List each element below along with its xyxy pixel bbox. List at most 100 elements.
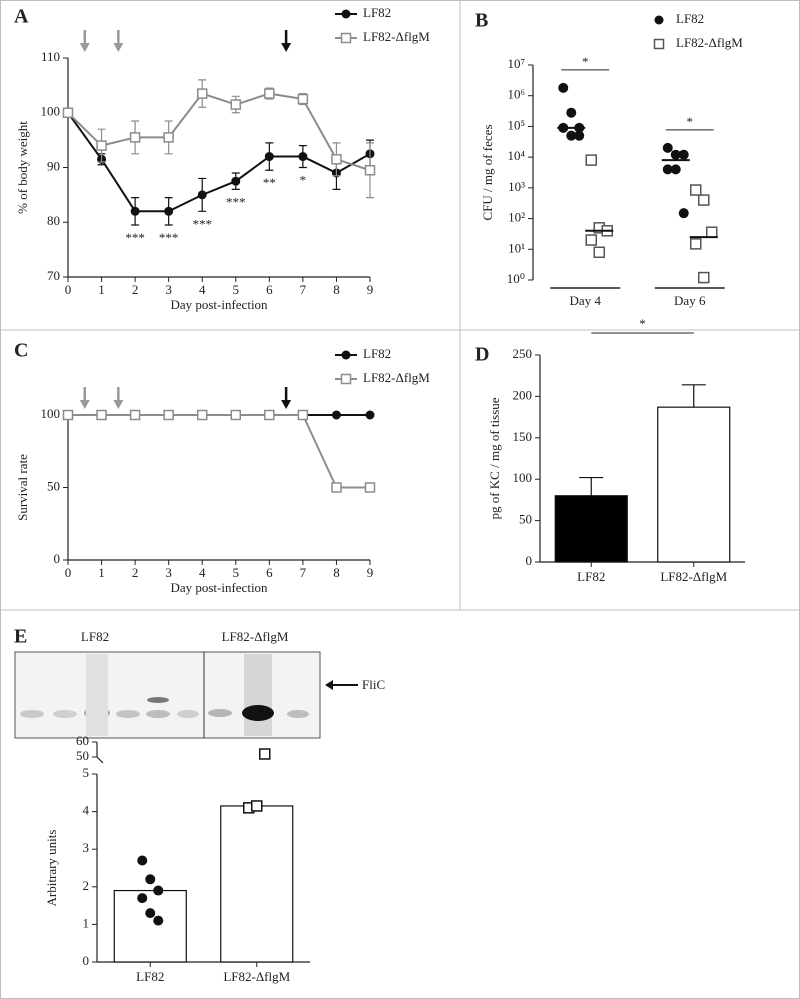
marker xyxy=(331,410,341,420)
x-tick-label: 1 xyxy=(98,282,105,297)
marker xyxy=(662,164,673,175)
bar xyxy=(113,889,187,963)
marker xyxy=(251,800,263,812)
marker xyxy=(163,409,174,421)
marker xyxy=(137,855,148,866)
y-tick-label: 10³ xyxy=(508,179,525,194)
y-tick-label: 100 xyxy=(513,470,533,485)
blot-group-label: LF82 xyxy=(81,629,109,644)
x-tick-label: 9 xyxy=(367,282,374,297)
marker xyxy=(264,409,275,421)
arrow-head xyxy=(281,400,292,409)
arrow xyxy=(113,30,124,52)
marker xyxy=(364,482,376,493)
significance-label: *** xyxy=(226,194,246,209)
x-tick-label: Day 6 xyxy=(674,293,706,308)
legend-marker xyxy=(340,32,352,44)
x-tick-label: 1 xyxy=(98,565,105,580)
marker xyxy=(145,908,156,919)
arrow xyxy=(113,387,124,409)
x-tick-label: 5 xyxy=(233,565,240,580)
marker xyxy=(62,107,74,118)
arrow-head xyxy=(113,400,124,409)
y-tick-label: 200 xyxy=(513,387,533,402)
series-line xyxy=(67,92,371,172)
x-tick-label: 6 xyxy=(266,282,273,297)
y-axis-title: % of body weight xyxy=(15,121,30,214)
marker xyxy=(698,194,710,206)
marker xyxy=(566,107,577,118)
blot-frame xyxy=(14,651,321,739)
marker xyxy=(593,246,605,259)
y-tick-label: 50 xyxy=(76,748,89,763)
band xyxy=(147,697,169,703)
marker xyxy=(364,164,376,176)
significance-label: *** xyxy=(125,230,145,245)
panel-label: C xyxy=(14,340,28,362)
y-tick-label: 5 xyxy=(83,765,90,780)
x-tick-label: 6 xyxy=(266,565,273,580)
band xyxy=(177,710,199,718)
y-tick-label: 1 xyxy=(83,915,90,930)
x-tick-label: 4 xyxy=(199,282,206,297)
y-tick-label: 100 xyxy=(41,406,61,421)
arrow-head xyxy=(281,43,292,52)
significance-label: *** xyxy=(159,230,179,245)
legend-marker xyxy=(341,350,351,360)
marker xyxy=(670,164,681,175)
axis-break xyxy=(96,756,104,764)
band xyxy=(20,710,44,718)
y-tick-label: 60 xyxy=(76,733,89,748)
marker xyxy=(153,885,164,896)
marker xyxy=(264,152,274,162)
x-tick-label: LF82-ΔflgM xyxy=(660,569,727,584)
series-line xyxy=(67,112,371,213)
y-tick-label: 80 xyxy=(47,213,60,228)
band xyxy=(208,709,232,717)
error-bar xyxy=(681,384,706,408)
significance-label: * xyxy=(300,172,307,187)
arrow xyxy=(79,387,90,409)
y-tick-label: 50 xyxy=(47,478,60,493)
marker xyxy=(129,132,141,143)
y-tick-label: 10⁴ xyxy=(507,148,525,163)
marker xyxy=(62,409,74,421)
marker xyxy=(585,154,597,166)
x-tick-label: 7 xyxy=(300,565,307,580)
marker xyxy=(365,410,375,420)
y-tick-label: 90 xyxy=(47,158,60,173)
marker xyxy=(298,152,308,162)
marker xyxy=(331,154,342,165)
y-axis-title: Arbitrary units xyxy=(44,830,59,907)
blot-arrowhead xyxy=(325,680,333,690)
marker xyxy=(96,409,107,421)
legend-label: LF82-ΔflgM xyxy=(676,35,743,50)
panel-label: D xyxy=(475,344,489,366)
y-tick-label: 110 xyxy=(41,49,60,64)
x-tick-label: 2 xyxy=(132,282,139,297)
x-tick-label: 9 xyxy=(367,565,374,580)
legend-label: LF82-ΔflgM xyxy=(363,370,430,385)
legend-marker xyxy=(654,15,664,25)
band xyxy=(116,710,140,718)
marker xyxy=(690,184,702,196)
arrow xyxy=(281,387,292,409)
x-tick-label: LF82 xyxy=(136,969,164,984)
y-tick-label: 3 xyxy=(83,840,90,855)
y-axis-title: Survival rate xyxy=(15,454,30,521)
x-axis-title: Day post-infection xyxy=(170,580,268,595)
arrow-head xyxy=(113,43,124,52)
marker xyxy=(230,99,242,110)
y-tick-label: 70 xyxy=(47,268,60,283)
legend-label: LF82 xyxy=(676,11,704,26)
marker xyxy=(164,206,174,216)
y-axis-title: CFU / mg of feces xyxy=(480,124,495,220)
marker xyxy=(678,149,689,160)
marker xyxy=(153,915,164,926)
marker xyxy=(196,88,208,99)
y-tick-label: 4 xyxy=(83,803,90,818)
significance-label: * xyxy=(687,114,694,129)
marker xyxy=(230,409,242,421)
western-blot: LF82 LF82-ΔflgM FliC xyxy=(14,629,385,739)
